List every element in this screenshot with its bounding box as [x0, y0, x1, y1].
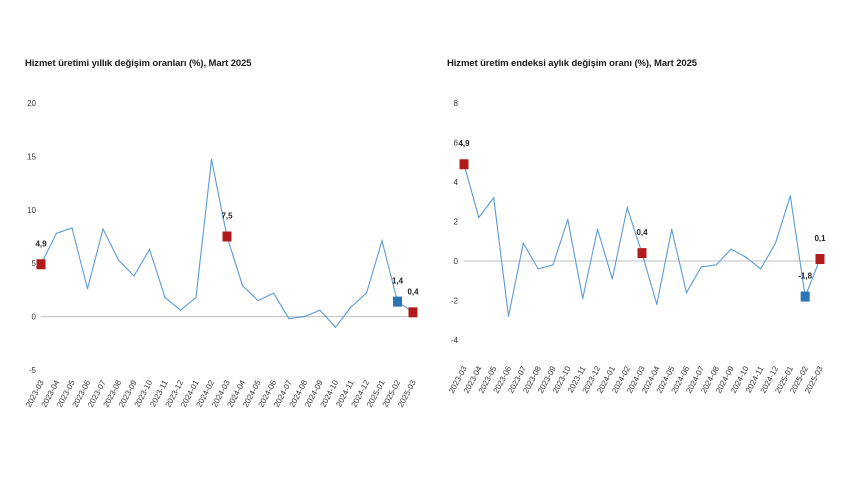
data-point: [611, 278, 613, 280]
data-point: [365, 292, 368, 294]
y-tick-label: -5: [29, 366, 37, 375]
y-tick-label: 5: [32, 259, 37, 268]
y-tick-label: 0: [32, 313, 37, 322]
data-point: [334, 326, 337, 328]
data-point: [272, 292, 275, 294]
data-point: [567, 218, 569, 221]
chart-title-annual: Hizmet üretimi yıllık değişim oranları (…: [25, 58, 252, 69]
y-tick-label: 15: [27, 152, 36, 161]
highlight-marker: [637, 248, 647, 259]
y-tick-label: 10: [27, 206, 36, 215]
data-point: [179, 309, 182, 311]
series-line: [463, 164, 821, 317]
data-point: [493, 197, 495, 199]
chart-panel-monthly: Hizmet üretim endeksi aylık değişim oran…: [430, 0, 860, 504]
highlight-marker: [459, 159, 469, 170]
highlight-marker: [408, 307, 418, 318]
data-label: -1,8: [798, 272, 812, 281]
data-label: 4,9: [35, 239, 47, 248]
data-point: [507, 315, 510, 317]
data-point: [319, 309, 321, 311]
data-point: [700, 266, 702, 268]
data-label: 7,5: [221, 212, 233, 221]
data-point: [656, 303, 658, 306]
data-label: 1,4: [392, 277, 404, 286]
data-point: [350, 306, 352, 308]
highlight-marker: [815, 254, 825, 265]
data-point: [381, 240, 383, 242]
data-point: [117, 259, 120, 261]
y-tick-label: 4: [454, 178, 459, 187]
data-point: [195, 296, 197, 298]
monthly-change-chart: -4-2024684,90,4-1,80,12023-032023-042023…: [447, 99, 826, 395]
data-point: [715, 264, 717, 266]
data-point: [582, 297, 584, 300]
data-point: [164, 296, 166, 298]
data-point: [745, 256, 747, 258]
data-point: [596, 228, 599, 230]
chart-panel-annual: Hizmet üretimi yıllık değişim oranları (…: [24, 58, 419, 409]
data-point: [210, 159, 213, 161]
data-point: [102, 228, 104, 230]
series-line: [40, 159, 414, 329]
data-point: [537, 268, 539, 270]
data-point: [760, 268, 762, 270]
y-tick-label: 8: [454, 99, 459, 108]
data-label: 0,4: [407, 287, 419, 296]
data-point: [55, 232, 58, 234]
data-point: [685, 292, 688, 294]
data-point: [671, 228, 673, 230]
data-point: [133, 275, 135, 277]
data-label: 4,9: [458, 139, 470, 148]
data-point: [789, 195, 791, 197]
data-point: [522, 242, 524, 244]
y-tick-label: 20: [27, 99, 36, 108]
data-point: [552, 264, 554, 266]
highlight-marker: [222, 231, 232, 242]
data-point: [241, 285, 244, 287]
data-label: 0,4: [636, 228, 648, 237]
data-point: [774, 242, 777, 244]
y-tick-label: 2: [454, 218, 459, 227]
data-point: [288, 318, 290, 320]
data-point: [71, 227, 73, 229]
data-point: [626, 207, 628, 209]
data-point: [257, 299, 259, 302]
data-point: [86, 288, 89, 290]
data-point: [478, 216, 480, 219]
data-label: 0,1: [814, 234, 826, 243]
y-tick-label: 6: [454, 139, 459, 148]
y-tick-label: -4: [451, 336, 459, 345]
y-tick-label: -2: [451, 297, 459, 306]
highlight-marker: [36, 259, 46, 270]
y-tick-label: 0: [454, 257, 459, 266]
annual-change-chart: -5051015204,97,51,40,42023-032023-042023…: [24, 99, 419, 409]
data-point: [148, 248, 151, 250]
chart-title-monthly: Hizmet üretim endeksi aylık değişim oran…: [447, 58, 697, 69]
data-point: [730, 248, 732, 250]
highlight-marker: [800, 291, 810, 302]
data-point: [303, 316, 306, 318]
highlight-marker: [393, 296, 402, 307]
